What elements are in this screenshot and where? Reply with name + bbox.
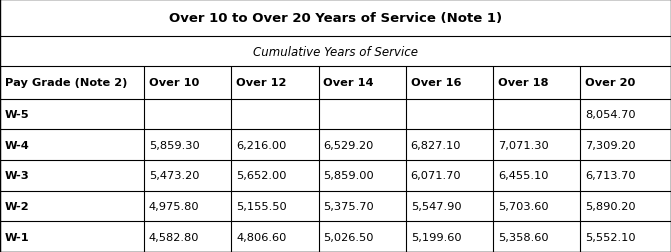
Text: W-5: W-5 — [5, 110, 30, 119]
Text: Over 20: Over 20 — [585, 78, 635, 88]
Text: W-2: W-2 — [5, 201, 30, 211]
Text: 5,890.20: 5,890.20 — [585, 201, 635, 211]
Text: 8,054.70: 8,054.70 — [585, 110, 635, 119]
Text: 5,703.60: 5,703.60 — [498, 201, 548, 211]
Text: 5,026.50: 5,026.50 — [323, 232, 374, 242]
Text: W-1: W-1 — [5, 232, 30, 242]
Text: 5,358.60: 5,358.60 — [498, 232, 548, 242]
Text: W-4: W-4 — [5, 140, 30, 150]
Text: 4,582.80: 4,582.80 — [149, 232, 199, 242]
Text: Over 10: Over 10 — [149, 78, 199, 88]
Text: 5,652.00: 5,652.00 — [236, 171, 287, 181]
Text: Pay Grade (Note 2): Pay Grade (Note 2) — [5, 78, 127, 88]
Text: 6,827.10: 6,827.10 — [411, 140, 461, 150]
Text: 5,155.50: 5,155.50 — [236, 201, 287, 211]
Text: 6,455.10: 6,455.10 — [498, 171, 548, 181]
Text: 5,375.70: 5,375.70 — [323, 201, 374, 211]
Text: 4,975.80: 4,975.80 — [149, 201, 199, 211]
Text: 5,473.20: 5,473.20 — [149, 171, 199, 181]
Text: 4,806.60: 4,806.60 — [236, 232, 287, 242]
Text: 5,552.10: 5,552.10 — [585, 232, 635, 242]
Text: 5,199.60: 5,199.60 — [411, 232, 461, 242]
Text: Over 10 to Over 20 Years of Service (Note 1): Over 10 to Over 20 Years of Service (Not… — [169, 12, 502, 25]
Text: 7,309.20: 7,309.20 — [585, 140, 635, 150]
Text: 6,071.70: 6,071.70 — [411, 171, 461, 181]
Text: Over 12: Over 12 — [236, 78, 287, 88]
Text: 5,547.90: 5,547.90 — [411, 201, 461, 211]
Text: Over 14: Over 14 — [323, 78, 374, 88]
Text: 7,071.30: 7,071.30 — [498, 140, 549, 150]
Text: Over 18: Over 18 — [498, 78, 548, 88]
Text: Over 16: Over 16 — [411, 78, 461, 88]
Text: 6,216.00: 6,216.00 — [236, 140, 287, 150]
Text: 6,713.70: 6,713.70 — [585, 171, 635, 181]
Text: 5,859.30: 5,859.30 — [149, 140, 200, 150]
Text: 6,529.20: 6,529.20 — [323, 140, 374, 150]
Text: Cumulative Years of Service: Cumulative Years of Service — [253, 46, 418, 59]
Text: 5,859.00: 5,859.00 — [323, 171, 374, 181]
Text: W-3: W-3 — [5, 171, 30, 181]
